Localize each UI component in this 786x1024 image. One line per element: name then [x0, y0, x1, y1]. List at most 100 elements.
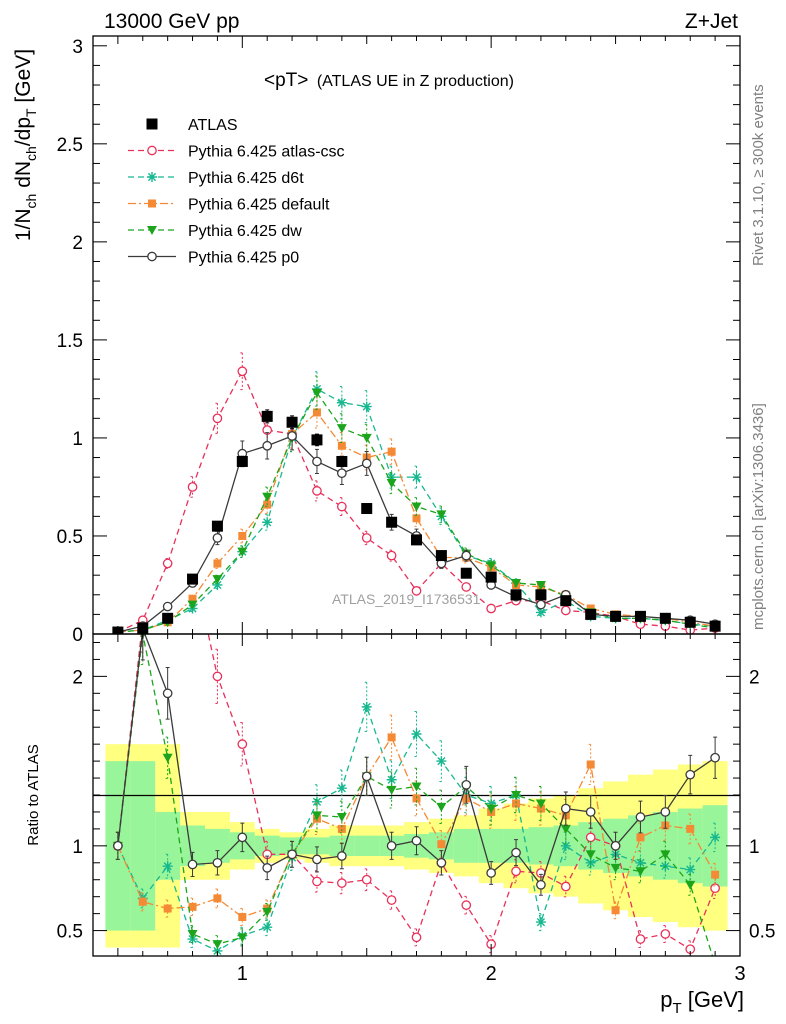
series-error-bar: [414, 465, 419, 489]
legend-entry: Pythia 6.425 p0: [128, 250, 299, 267]
series-point: [461, 582, 472, 592]
main-panel: [112, 352, 721, 634]
ratio-point: [436, 756, 447, 767]
tick-label: 1.5: [57, 331, 83, 352]
series-error-bar: [364, 530, 369, 546]
series-point: [411, 472, 422, 483]
tick-label: 2: [72, 667, 83, 688]
ratio-error-bar: [140, 634, 145, 661]
ratio-panel: [93, 634, 740, 969]
ratio-point: [437, 840, 446, 849]
data-point: [684, 616, 696, 628]
ratio-point: [113, 840, 123, 851]
ratio-error-bar: [613, 855, 618, 881]
ratio-point: [386, 785, 397, 795]
ratio-point: [461, 779, 472, 790]
data-point: [435, 550, 447, 562]
series-point: [535, 607, 546, 618]
series-point: [238, 531, 247, 540]
tick-label: 0.5: [749, 922, 775, 943]
ratio-point: [560, 881, 571, 892]
data-point: [336, 455, 348, 467]
tick-label: 3: [734, 963, 745, 985]
legend-label: Pythia 6.425 default: [188, 197, 330, 214]
series-point: [436, 510, 447, 520]
ratio-point: [660, 929, 671, 939]
ratio-point: [685, 880, 696, 890]
ratio-error-bar: [638, 859, 643, 884]
ratio-error-bar: [688, 813, 693, 845]
ratio-point: [336, 783, 347, 794]
ratio-point: [188, 902, 197, 911]
series-point: [187, 482, 198, 492]
ratio-point: [237, 933, 248, 943]
ratio-error-bar: [339, 872, 344, 895]
legend-entry: ATLAS: [146, 117, 238, 134]
series-point: [188, 594, 197, 603]
data-point: [610, 610, 622, 622]
ratio-point: [412, 794, 421, 803]
ratio-error-bar: [389, 714, 394, 761]
ratio-point: [336, 878, 347, 888]
ratio-error-bar: [165, 853, 170, 879]
data-point: [485, 571, 497, 583]
ratio-y-label: Ratio to ATLAS: [25, 744, 42, 845]
series-point: [412, 514, 421, 523]
series-point: [361, 458, 372, 469]
tick-label: 3: [72, 37, 83, 58]
ratio-band-inner: [453, 828, 479, 863]
ratio-error-bar: [314, 798, 319, 832]
data-point: [211, 520, 223, 532]
data-point: [510, 589, 522, 601]
legend-entry: Pythia 6.425 default: [128, 197, 330, 214]
ratio-point: [386, 774, 397, 785]
series-error-bar: [339, 413, 344, 444]
series-error-bar: [314, 396, 319, 429]
ratio-point: [361, 874, 372, 885]
ratio-point: [212, 857, 223, 868]
ratio-point: [336, 851, 347, 861]
ratio-point: [585, 832, 596, 843]
data-point: [709, 620, 721, 632]
ratio-point: [511, 847, 521, 858]
ratio-point: [311, 796, 322, 807]
ratio-point: [486, 868, 497, 878]
data-point: [261, 410, 273, 422]
series-point: [162, 601, 173, 612]
ratio-point: [486, 798, 497, 809]
ratio-error-bar: [563, 875, 568, 898]
series-point: [312, 408, 321, 417]
series-point: [212, 579, 223, 590]
ratio-point: [710, 960, 720, 969]
series-point: [312, 486, 322, 496]
ratio-error-bar: [713, 862, 718, 887]
series-point: [187, 600, 198, 610]
ratio-point: [685, 864, 696, 875]
ratio-bands-layer: [105, 744, 728, 948]
data-point: [286, 416, 298, 428]
ratio-point: [436, 857, 447, 868]
y-axis-label: 1/Nch dNch/dpT [GeV]: [12, 49, 39, 241]
ratio-point: [262, 922, 273, 933]
series-point: [387, 447, 396, 456]
ratio-point: [436, 802, 447, 812]
ratio-error-bar: [339, 800, 344, 834]
series-point: [411, 586, 422, 596]
data-point: [361, 503, 373, 515]
header-right: Z+Jet: [685, 10, 738, 33]
ratio-point: [237, 832, 248, 843]
tick-label: 2: [749, 667, 760, 688]
legend-marker: [147, 172, 157, 182]
tick-label: 2.5: [57, 135, 83, 156]
ratio-point: [610, 840, 621, 851]
series-point: [262, 492, 273, 502]
ratio-point: [585, 850, 596, 860]
ratio-point: [187, 859, 198, 870]
series-point: [361, 401, 372, 412]
ratio-point: [685, 769, 696, 780]
ratio-error-bar: [364, 868, 369, 892]
series-point: [212, 533, 223, 543]
ratio-point: [187, 929, 198, 939]
data-point: [137, 622, 149, 634]
data-point: [634, 610, 646, 622]
